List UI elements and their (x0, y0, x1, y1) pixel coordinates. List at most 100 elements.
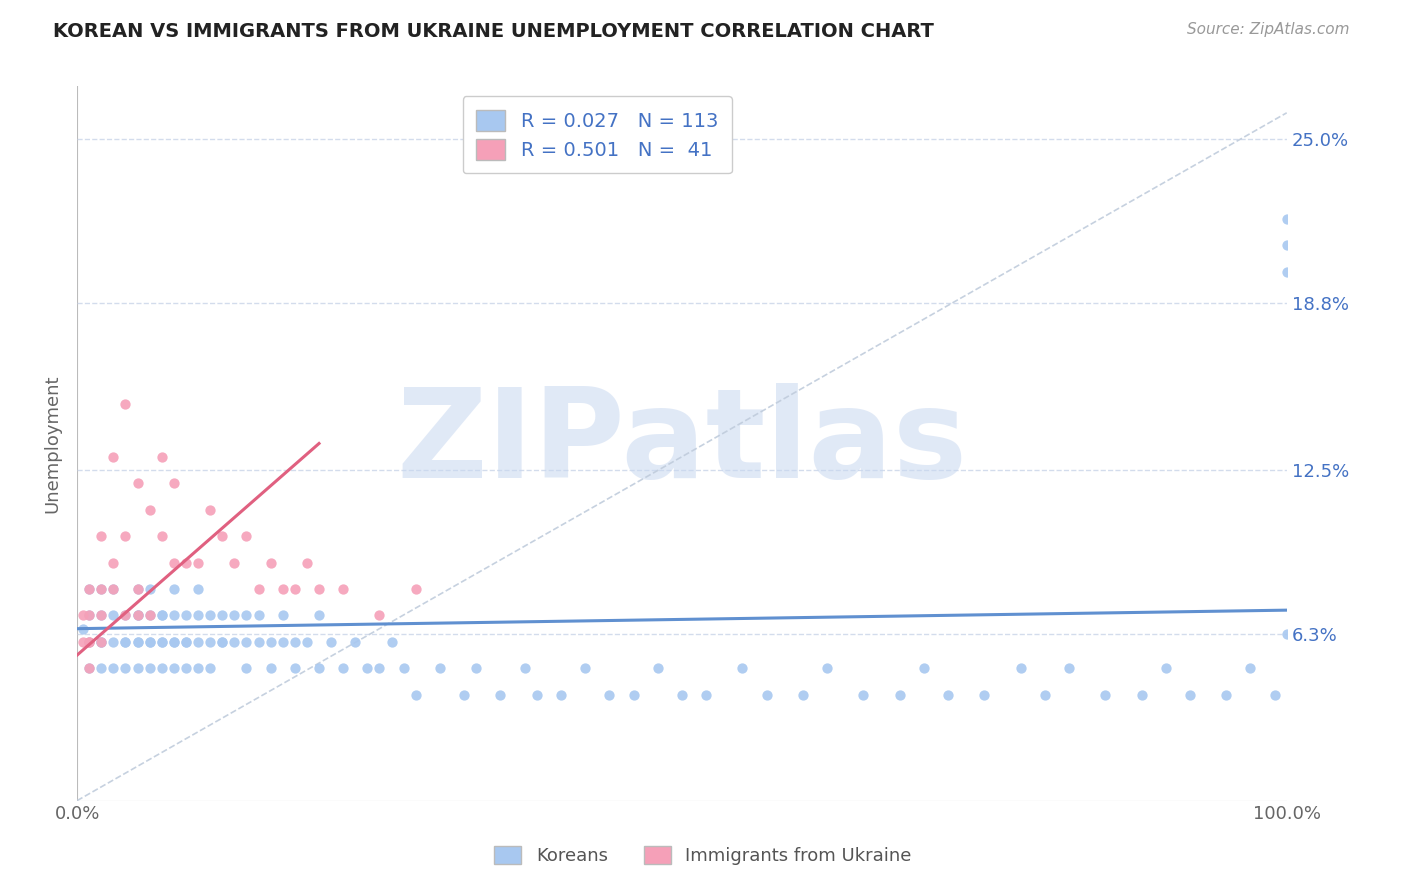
Immigrants from Ukraine (77, 582, 100, 596)
Koreans (1130, 688, 1153, 702)
Immigrants from Ukraine (332, 582, 354, 596)
Koreans (392, 661, 415, 675)
Koreans (224, 608, 246, 623)
Koreans (150, 608, 173, 623)
Koreans (187, 661, 209, 675)
Immigrants from Ukraine (259, 556, 281, 570)
Koreans (356, 661, 378, 675)
Immigrants from Ukraine (138, 608, 160, 623)
Koreans (127, 582, 149, 596)
Koreans (138, 608, 160, 623)
Koreans (259, 661, 281, 675)
Koreans (103, 661, 125, 675)
Immigrants from Ukraine (72, 608, 94, 623)
Koreans (550, 688, 572, 702)
Immigrants from Ukraine (198, 502, 221, 516)
Immigrants from Ukraine (103, 556, 125, 570)
Immigrants from Ukraine (103, 582, 125, 596)
Koreans (852, 688, 875, 702)
Immigrants from Ukraine (284, 582, 307, 596)
Koreans (198, 661, 221, 675)
Koreans (174, 635, 197, 649)
Koreans (271, 635, 294, 649)
Immigrants from Ukraine (235, 529, 257, 543)
Koreans (1264, 688, 1286, 702)
Koreans (235, 661, 257, 675)
Koreans (623, 688, 645, 702)
Koreans (174, 608, 197, 623)
Koreans (138, 635, 160, 649)
Koreans (211, 635, 233, 649)
Koreans (224, 635, 246, 649)
Immigrants from Ukraine (127, 582, 149, 596)
Koreans (647, 661, 669, 675)
Immigrants from Ukraine (77, 661, 100, 675)
Legend: Koreans, Immigrants from Ukraine: Koreans, Immigrants from Ukraine (485, 837, 921, 874)
Koreans (103, 582, 125, 596)
Koreans (103, 635, 125, 649)
Koreans (1215, 688, 1237, 702)
Immigrants from Ukraine (211, 529, 233, 543)
Koreans (198, 635, 221, 649)
Koreans (453, 688, 475, 702)
Koreans (187, 635, 209, 649)
Koreans (889, 688, 911, 702)
Koreans (792, 688, 814, 702)
Koreans (163, 582, 186, 596)
Koreans (308, 608, 330, 623)
Koreans (114, 635, 136, 649)
Immigrants from Ukraine (247, 582, 270, 596)
Koreans (465, 661, 488, 675)
Koreans (235, 635, 257, 649)
Koreans (127, 661, 149, 675)
Koreans (368, 661, 391, 675)
Koreans (526, 688, 548, 702)
Immigrants from Ukraine (138, 502, 160, 516)
Koreans (163, 661, 186, 675)
Koreans (77, 661, 100, 675)
Koreans (936, 688, 959, 702)
Immigrants from Ukraine (174, 556, 197, 570)
Immigrants from Ukraine (90, 529, 112, 543)
Koreans (259, 635, 281, 649)
Immigrants from Ukraine (271, 582, 294, 596)
Koreans (163, 635, 186, 649)
Immigrants from Ukraine (114, 608, 136, 623)
Legend: R = 0.027   N = 113, R = 0.501   N =  41: R = 0.027 N = 113, R = 0.501 N = 41 (463, 96, 733, 173)
Koreans (1275, 238, 1298, 252)
Koreans (90, 661, 112, 675)
Immigrants from Ukraine (295, 556, 318, 570)
Koreans (77, 635, 100, 649)
Koreans (405, 688, 427, 702)
Koreans (332, 661, 354, 675)
Koreans (150, 635, 173, 649)
Koreans (513, 661, 536, 675)
Immigrants from Ukraine (90, 635, 112, 649)
Koreans (912, 661, 935, 675)
Koreans (127, 608, 149, 623)
Immigrants from Ukraine (368, 608, 391, 623)
Immigrants from Ukraine (224, 556, 246, 570)
Koreans (174, 635, 197, 649)
Immigrants from Ukraine (308, 582, 330, 596)
Koreans (1178, 688, 1201, 702)
Immigrants from Ukraine (90, 582, 112, 596)
Koreans (127, 608, 149, 623)
Text: ZIPatlas: ZIPatlas (396, 383, 967, 504)
Koreans (90, 635, 112, 649)
Koreans (489, 688, 512, 702)
Koreans (114, 635, 136, 649)
Koreans (695, 688, 717, 702)
Koreans (163, 635, 186, 649)
Koreans (429, 661, 451, 675)
Koreans (284, 661, 307, 675)
Immigrants from Ukraine (90, 608, 112, 623)
Koreans (114, 608, 136, 623)
Koreans (247, 635, 270, 649)
Koreans (138, 635, 160, 649)
Koreans (381, 635, 404, 649)
Immigrants from Ukraine (150, 529, 173, 543)
Koreans (103, 608, 125, 623)
Text: Source: ZipAtlas.com: Source: ZipAtlas.com (1187, 22, 1350, 37)
Koreans (671, 688, 693, 702)
